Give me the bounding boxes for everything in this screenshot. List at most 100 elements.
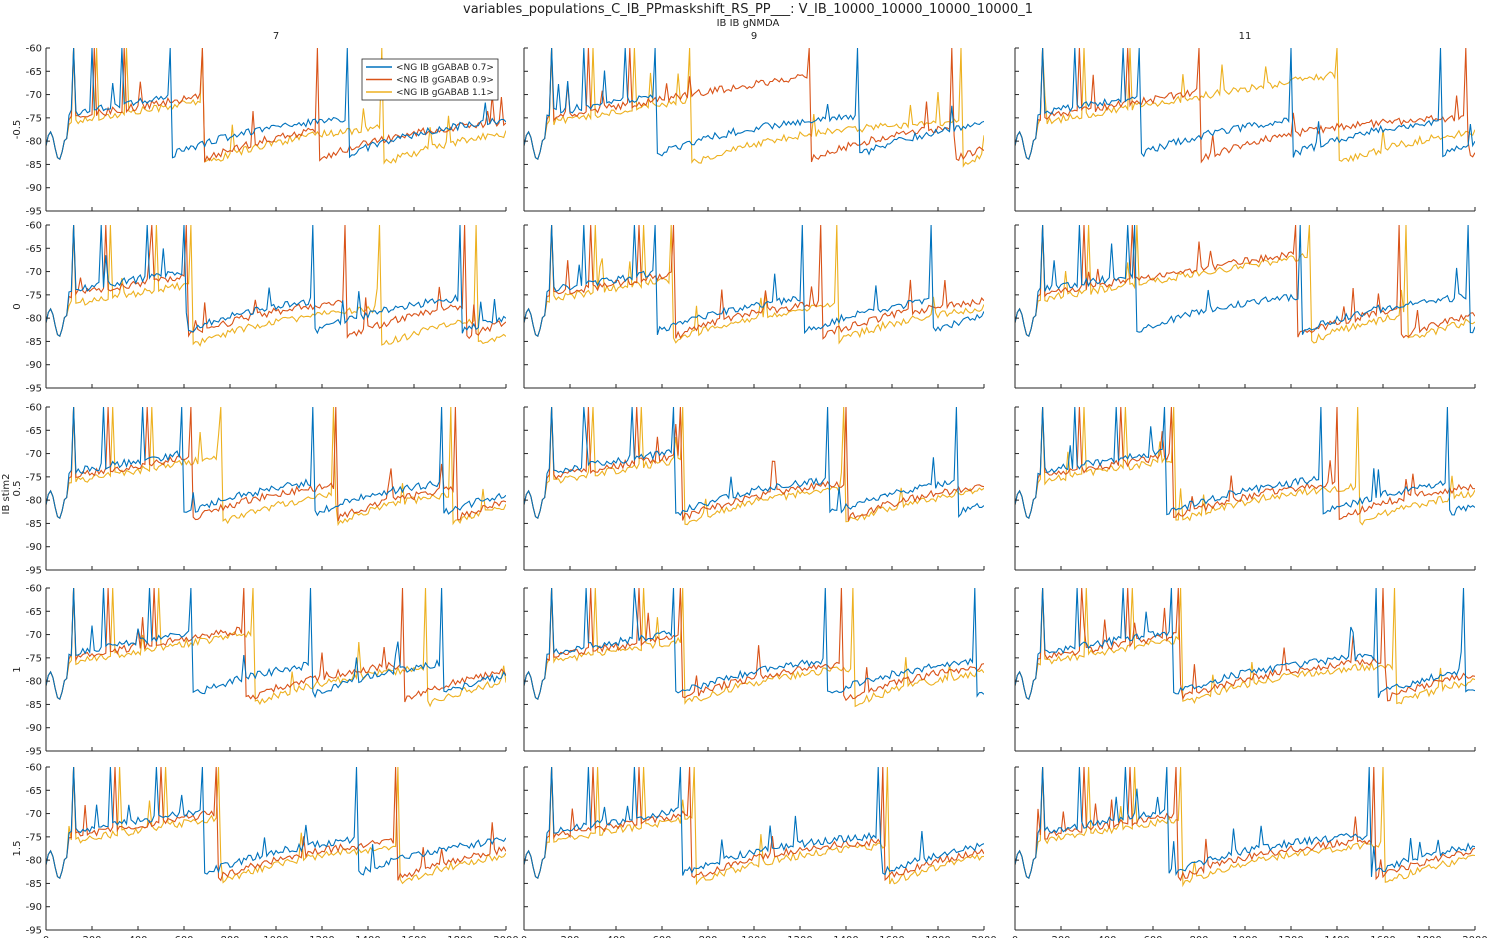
legend-entry: <NG IB gGABAB 0.9> — [396, 76, 494, 86]
series-line-0 — [46, 407, 506, 520]
y-tick-label: -75 — [26, 113, 42, 124]
subplot-r0-c1: 9 — [523, 31, 985, 212]
y-tick-label: -75 — [26, 653, 42, 664]
x-tick-label: 1800 — [925, 935, 950, 938]
x-tick-label: 1400 — [1324, 935, 1349, 938]
x-tick-label: 1000 — [741, 935, 766, 938]
series-group — [524, 225, 984, 345]
figure-title: variables_populations_C_IB_PPmaskshift_R… — [463, 2, 1033, 17]
x-tick-label: 200 — [560, 935, 579, 938]
y-tick-label: -90 — [26, 360, 42, 371]
plot-area — [1015, 588, 1475, 751]
series-group — [524, 407, 984, 526]
plot-area — [1015, 48, 1475, 211]
row-parameter-label: IB stim2 — [1, 473, 12, 514]
y-tick-label: -95 — [26, 747, 42, 758]
series-group — [1015, 407, 1475, 526]
y-tick-label: -80 — [26, 496, 42, 507]
series-line-0 — [1015, 407, 1475, 520]
series-line-2 — [524, 48, 984, 168]
column-label: 7 — [273, 31, 279, 42]
y-tick-label: -60 — [26, 403, 42, 414]
series-line-2 — [46, 407, 506, 527]
series-line-1 — [1015, 225, 1475, 339]
series-line-1 — [46, 767, 506, 882]
series-line-0 — [46, 225, 506, 338]
series-line-0 — [46, 48, 506, 161]
plot-area — [524, 225, 984, 388]
plot-area — [524, 48, 984, 211]
y-tick-label: -60 — [26, 584, 42, 595]
plot-area — [46, 767, 506, 930]
y-tick-label: -65 — [26, 244, 42, 255]
y-tick-label: -70 — [26, 90, 42, 101]
x-tick-label: 2000 — [493, 935, 518, 938]
subplot-r4-c1: 0 200 400 600 800 1000 1200 1400 1600 1800 2000 — [521, 766, 997, 938]
x-tick-label: 1600 — [401, 935, 426, 938]
series-line-2 — [1015, 48, 1475, 163]
series-line-2 — [46, 767, 506, 885]
row-label: 0.5 — [12, 481, 23, 497]
x-tick-label: 1400 — [833, 935, 858, 938]
y-tick-label: -95 — [26, 566, 42, 577]
x-tick-label: 1200 — [1278, 935, 1303, 938]
series-line-1 — [1015, 48, 1475, 164]
x-tick-label: 400 — [128, 935, 147, 938]
series-line-0 — [524, 225, 984, 338]
series-line-2 — [46, 588, 506, 708]
y-tick-label: -90 — [26, 542, 42, 553]
row-label: 1 — [12, 666, 23, 672]
y-tick-label: -85 — [26, 337, 42, 348]
subplot-r1-c0: -60 -65 -70 -75 -80 -85 -90 -95 0 — [12, 221, 507, 395]
y-tick-label: -95 — [26, 207, 42, 218]
column-label: 11 — [1239, 31, 1252, 42]
y-tick-label: -90 — [26, 723, 42, 734]
series-group — [46, 407, 506, 527]
x-tick-label: 2000 — [1462, 935, 1487, 938]
subplot-r2-c2 — [1014, 406, 1476, 571]
series-line-0 — [1015, 767, 1475, 880]
series-group — [1015, 48, 1475, 164]
column-parameter-label: IB IB gNMDA — [717, 18, 780, 29]
series-line-0 — [1015, 588, 1475, 701]
y-tick-label: -70 — [26, 809, 42, 820]
series-line-2 — [1015, 225, 1475, 344]
series-group — [524, 588, 984, 708]
x-tick-label: 1000 — [1232, 935, 1257, 938]
series-group — [524, 48, 984, 168]
subplot-r4-c0: -60 -65 -70 -75 -80 -85 -90 -950 200 400 600 800 100… — [12, 763, 519, 938]
column-label: 9 — [751, 31, 757, 42]
y-tick-label: -85 — [26, 700, 42, 711]
series-line-1 — [1015, 588, 1475, 702]
series-line-0 — [1015, 225, 1475, 338]
series-line-2 — [1015, 767, 1475, 888]
x-tick-label: 1200 — [309, 935, 334, 938]
series-group — [524, 767, 984, 886]
y-tick-label: -90 — [26, 902, 42, 913]
series-line-1 — [46, 225, 506, 340]
y-tick-label: -85 — [26, 519, 42, 530]
series-line-2 — [524, 225, 984, 345]
legend-entry: <NG IB gGABAB 0.7> — [396, 63, 494, 73]
series-group — [46, 48, 506, 165]
series-line-1 — [46, 407, 506, 522]
series-line-1 — [1015, 407, 1475, 521]
series-group — [1015, 767, 1475, 888]
subplot-grid: -60 -65 -70 -75 -80 -85 -90 -95 7 -0.5 9 11 -60 -65 -7… — [12, 31, 1488, 938]
plot-area — [524, 407, 984, 570]
y-tick-label: -70 — [26, 267, 42, 278]
series-line-0 — [46, 767, 506, 880]
series-line-1 — [1015, 767, 1475, 882]
y-tick-label: -70 — [26, 630, 42, 641]
x-tick-label: 2000 — [971, 935, 996, 938]
plot-area — [1015, 407, 1475, 570]
plot-area — [524, 767, 984, 930]
subplot-r2-c0: -60 -65 -70 -75 -80 -85 -90 -95 0.5 — [12, 403, 507, 577]
x-tick-label: 600 — [174, 935, 193, 938]
x-tick-label: 1600 — [879, 935, 904, 938]
series-line-2 — [1015, 407, 1475, 526]
x-tick-label: 800 — [698, 935, 717, 938]
y-tick-label: -65 — [26, 607, 42, 618]
x-tick-label: 1200 — [787, 935, 812, 938]
